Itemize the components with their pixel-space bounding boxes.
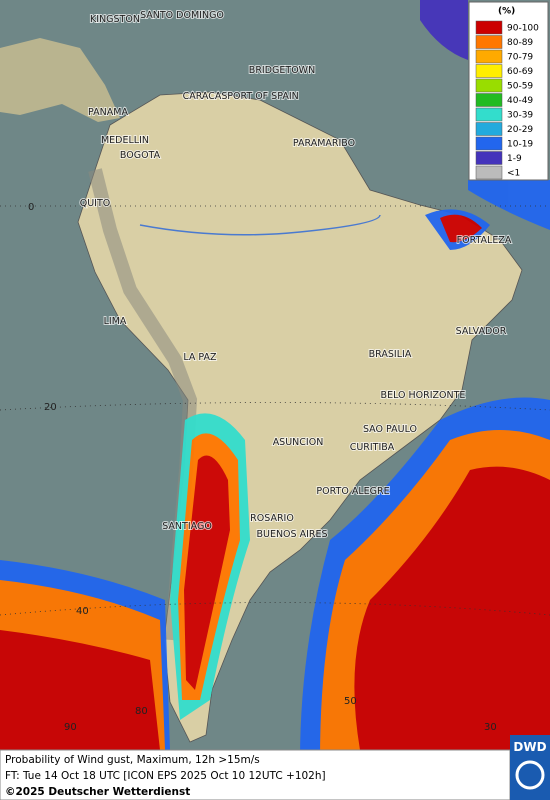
graticule-line <box>0 402 550 411</box>
legend-swatch <box>475 122 503 136</box>
graticule-line <box>0 602 550 616</box>
legend-label: 20-29 <box>507 125 533 135</box>
grid-label: 0 <box>28 202 34 213</box>
city-label: PORT OF SPAIN <box>227 91 298 102</box>
city-label: LIMA <box>104 316 127 327</box>
grid-label: 90 <box>64 722 77 733</box>
city-label: SAO PAULO <box>363 424 417 435</box>
city-label: CURITIBA <box>350 442 395 453</box>
city-label: BOGOTA <box>120 150 161 161</box>
legend-swatch <box>475 107 503 122</box>
footer-line: FT: Tue 14 Oct 18 UTC [ICON EPS 2025 Oct… <box>5 770 326 782</box>
field-north <box>420 0 468 60</box>
city-label: PORTO ALEGRE <box>316 486 389 497</box>
city-label: BELO HORIZONTE <box>381 390 466 401</box>
legend-swatch <box>475 64 503 78</box>
legend-title: (%) <box>498 7 515 17</box>
legend-label: 80-89 <box>507 38 533 48</box>
legend-label: 90-100 <box>507 24 539 34</box>
legend-label: 1-9 <box>507 154 522 164</box>
field-high <box>354 466 550 750</box>
wind-field <box>0 0 550 760</box>
city-label: ASUNCION <box>273 437 324 448</box>
legend-swatch <box>475 78 503 93</box>
river <box>139 214 381 236</box>
central-america <box>0 38 120 122</box>
legend-swatch <box>475 20 503 35</box>
legend-swatch <box>475 136 503 151</box>
city-label: SANTO DOMINGO <box>140 10 224 21</box>
city-label: CARACAS <box>183 91 228 102</box>
legend-label: 40-49 <box>507 96 533 106</box>
footer-line: ©2025 Deutscher Wetterdienst <box>5 786 190 798</box>
city-label: LA PAZ <box>183 352 217 363</box>
city-label: BRIDGETOWN <box>249 65 315 76</box>
footer-box <box>0 749 511 800</box>
grid-label: 40 <box>76 606 89 617</box>
city-label: BRASILIA <box>369 349 412 360</box>
city-label: ROSARIO <box>250 513 294 524</box>
city-label: MEDELLIN <box>101 135 149 146</box>
grid-label: 30 <box>484 722 497 733</box>
legend-label: 70-79 <box>507 53 533 63</box>
legend-label: 10-19 <box>507 140 533 150</box>
city-label: QUITO <box>80 198 111 209</box>
logo-text: DWD <box>513 740 546 754</box>
field-north <box>468 180 550 230</box>
legend-label: 60-69 <box>507 67 533 77</box>
legend-label: 50-59 <box>507 82 533 92</box>
city-label: FORTALEZA <box>457 235 512 246</box>
legend-swatch <box>475 93 503 107</box>
grid-label: 80 <box>135 706 148 717</box>
grid-label: 20 <box>44 402 57 413</box>
city-label: PARAMARIBO <box>293 138 355 149</box>
legend-swatch <box>475 151 503 165</box>
city-label: SANTIAGO <box>162 521 212 532</box>
legend-label: <1 <box>507 169 520 179</box>
city-label: PANAMA <box>88 107 128 118</box>
city-label: SALVADOR <box>456 326 507 337</box>
legend: 90-100 80-89 70-79 60-69 50-59 40-49 30-39 20-2… <box>475 20 539 180</box>
legend-swatch <box>475 165 503 180</box>
grid-label: 50 <box>344 696 357 707</box>
city-label: KINGSTON <box>90 14 140 25</box>
field-ne <box>440 214 482 243</box>
footer-line: Probability of Wind gust, Maximum, 12h >… <box>5 754 260 766</box>
field-high <box>0 630 160 750</box>
field-andes <box>184 455 230 690</box>
legend-swatch <box>475 49 503 64</box>
graticule <box>0 205 550 616</box>
legend-label: 30-39 <box>507 111 533 121</box>
legend-swatch <box>475 35 503 49</box>
city-label: BUENOS AIRES <box>256 529 327 540</box>
logo-icon <box>515 760 545 790</box>
